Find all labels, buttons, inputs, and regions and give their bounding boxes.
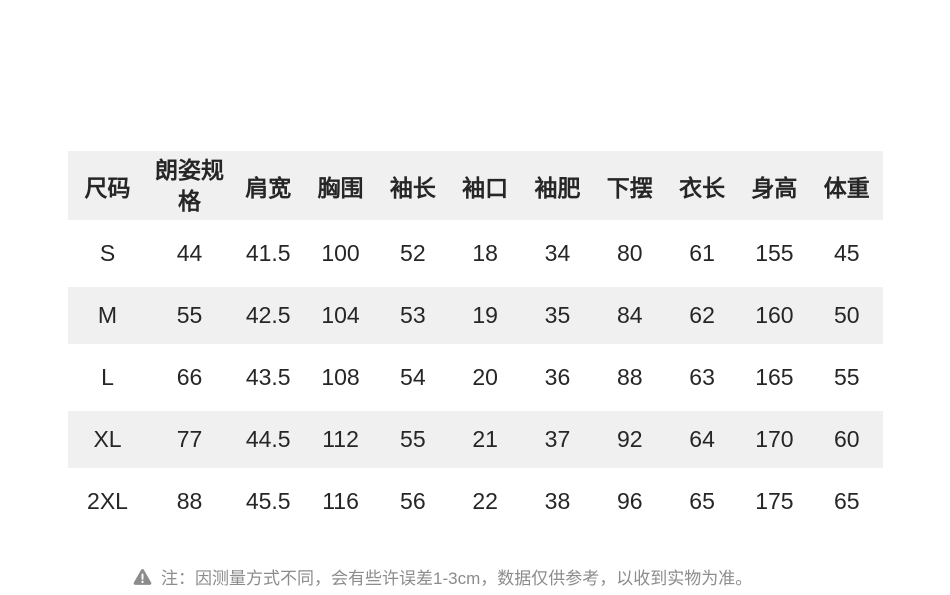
table-cell: 175 (755, 488, 794, 514)
table-header: 尺码 朗姿规格 肩宽 胸围 袖长 袖口 袖肥 下摆 衣长 身高 体重 (68, 151, 883, 220)
table-cell: 37 (544, 426, 571, 452)
table-cell: 44 (176, 240, 203, 266)
size-row-m: M 55 42.5 104 53 19 35 84 62 160 50 (68, 287, 883, 344)
table-cell: 80 (616, 240, 643, 266)
table-cell: 60 (833, 426, 860, 452)
table-cell: 50 (833, 302, 860, 328)
column-header-weight: 体重 (823, 174, 870, 201)
table-cell: 54 (400, 364, 426, 390)
table-cell: 55 (400, 426, 426, 452)
column-header-sleeve-width: 袖肥 (534, 174, 581, 201)
table-cell: 18 (472, 240, 498, 266)
table-cell: 55 (176, 302, 203, 328)
table-cell: 61 (689, 240, 715, 266)
column-header-height: 身高 (751, 174, 798, 201)
table-cell: 38 (544, 488, 571, 514)
warning-icon (133, 568, 152, 585)
table-cell: 22 (472, 488, 498, 514)
table-cell: XL (93, 426, 122, 452)
column-header-size: 尺码 (84, 174, 131, 201)
table-cell: 45.5 (245, 488, 291, 514)
table-cell: 116 (322, 488, 359, 514)
table-cell: 19 (472, 302, 498, 328)
table-cell: 62 (689, 302, 715, 328)
column-header-brand-spec-label: 朗姿规格 (155, 156, 225, 214)
table-cell: 53 (400, 302, 426, 328)
table-cell: 36 (544, 364, 571, 390)
table-cell: 41.5 (245, 240, 291, 266)
table-cell: 21 (472, 426, 498, 452)
table-cell: 112 (322, 426, 359, 452)
header-row: 尺码 朗姿规格 肩宽 胸围 袖长 袖口 袖肥 下摆 衣长 身高 体重 (68, 151, 883, 220)
table-cell: 35 (544, 302, 571, 328)
table-cell: 66 (176, 364, 203, 390)
table-cell: M (97, 302, 118, 328)
table-cell: 165 (755, 364, 794, 390)
table-cell: 44.5 (245, 426, 291, 452)
table-cell: 45 (833, 240, 860, 266)
column-header-garment-length: 衣长 (679, 174, 726, 201)
note-text: 注：因测量方式不同，会有些许误差1-3cm，数据仅供参考，以收到实物为准。 (161, 569, 753, 588)
size-chart-table: 尺码 朗姿规格 肩宽 胸围 袖长 袖口 袖肥 下摆 衣长 身高 体重 S 44 … (68, 146, 883, 535)
size-row-s: S 44 41.5 100 52 18 34 80 61 155 45 (68, 225, 883, 282)
table-cell: 65 (689, 488, 715, 514)
table-cell: 34 (544, 240, 571, 266)
table-cell: L (101, 364, 114, 390)
column-header-bust: 胸围 (317, 174, 364, 201)
table-cell: 108 (321, 364, 360, 390)
size-row-l: L 66 43.5 108 54 20 36 88 63 165 55 (68, 349, 883, 406)
table-cell: 88 (616, 364, 643, 390)
table-cell: 56 (400, 488, 426, 514)
table-cell: 43.5 (245, 364, 291, 390)
table-cell: 84 (616, 302, 643, 328)
table-cell: 160 (755, 302, 794, 328)
table-cell: 52 (400, 240, 426, 266)
column-header-sleeve-length: 袖长 (389, 174, 436, 201)
column-header-hem: 下摆 (606, 174, 653, 201)
size-row-xl: XL 77 44.5 112 55 21 37 92 64 170 60 (68, 411, 883, 468)
table-cell: S (99, 240, 116, 266)
table-cell: 104 (321, 302, 360, 328)
table-cell: 170 (755, 426, 794, 452)
table-cell: 42.5 (245, 302, 291, 328)
table-cell: 88 (176, 488, 203, 514)
column-header-shoulder-width: 肩宽 (245, 174, 292, 201)
table-cell: 55 (833, 364, 860, 390)
column-header-cuff: 袖口 (462, 174, 509, 201)
table-cell: 2XL (87, 488, 128, 514)
table-cell: 20 (472, 364, 498, 390)
table-cell: 100 (321, 240, 360, 266)
table-body: S 44 41.5 100 52 18 34 80 61 155 45 M 55… (68, 225, 883, 530)
table-cell: 77 (176, 426, 203, 452)
table-cell: 96 (616, 488, 643, 514)
table-cell: 63 (689, 364, 715, 390)
table-cell: 65 (833, 488, 860, 514)
column-header-brand-spec: 朗姿规格 (147, 151, 232, 220)
table-cell: 92 (616, 426, 643, 452)
measurement-note: 注：因测量方式不同，会有些许误差1-3cm，数据仅供参考，以收到实物为准。 (133, 564, 752, 589)
table-cell: 64 (689, 426, 715, 452)
size-row-2xl: 2XL 88 45.5 116 56 22 38 96 65 175 65 (68, 473, 883, 530)
table-cell: 155 (755, 240, 794, 266)
